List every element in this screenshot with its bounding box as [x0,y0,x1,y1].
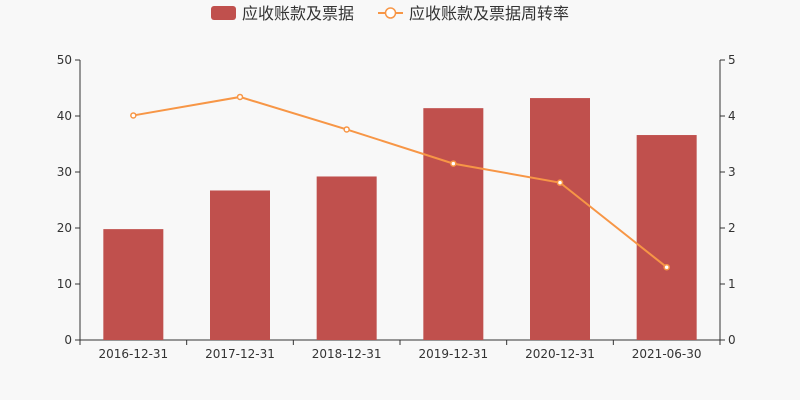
x-tick-label: 2017-12-31 [205,347,275,361]
x-tick-label: 2020-12-31 [525,347,595,361]
y-left-tick-label: 40 [57,109,72,123]
y-right-tick-label: 2 [728,221,736,235]
y-right-tick-label: 1 [728,277,736,291]
bar[interactable] [423,108,484,340]
line-point[interactable] [663,263,670,271]
line-point[interactable] [236,93,244,101]
y-left-tick-label: 10 [57,277,72,291]
bar[interactable] [316,176,377,340]
y-left-tick-label: 50 [57,53,72,67]
x-tick-label: 2021-06-30 [632,347,702,361]
line-point[interactable] [556,179,564,186]
y-right-tick-label: 5 [728,53,736,67]
legend-line-label: 应收账款及票据周转率 [409,4,569,23]
x-tick-label: 2016-12-31 [98,347,168,361]
legend-bar-swatch [211,6,236,20]
line-point[interactable] [450,160,457,167]
y-left-tick-label: 30 [57,165,72,179]
y-left-tick-label: 20 [57,221,72,235]
legend-item-line[interactable]: 应收账款及票据周转率 [378,4,569,23]
legend[interactable]: 应收账款及票据 应收账款及票据周转率 [211,4,569,23]
bar[interactable] [103,229,164,340]
x-tick-label: 2019-12-31 [418,347,488,361]
x-tick-label: 2018-12-31 [312,347,382,361]
legend-item-bar[interactable]: 应收账款及票据 [211,4,354,23]
y-right-tick-label: 3 [728,165,736,179]
line-point[interactable] [343,126,350,133]
bar[interactable] [530,98,590,340]
bar[interactable] [636,135,697,340]
legend-bar-label: 应收账款及票据 [242,4,354,23]
y-right-tick-label: 0 [728,333,736,347]
legend-line-marker [384,7,397,19]
y-right-tick-label: 4 [728,109,736,123]
line-point[interactable] [130,112,137,119]
plot-area: 0 10 20 30 40 50 0 1 2 3 4 5 2016-12-31 2017-12-31 201… [57,53,736,361]
bar[interactable] [210,190,270,340]
turnover-line [133,95,668,268]
y-left-tick-label: 0 [64,333,72,347]
